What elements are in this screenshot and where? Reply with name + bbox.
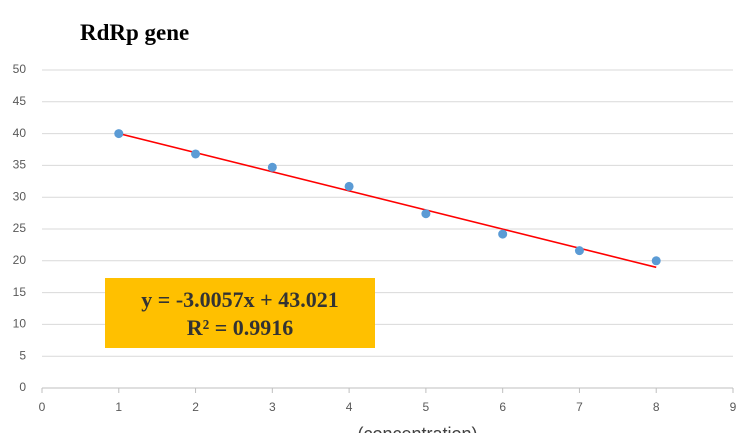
- data-point: [114, 129, 124, 139]
- x-tick-label: 2: [192, 400, 199, 414]
- x-tick-label: 1: [115, 400, 122, 414]
- equation-box: [105, 278, 375, 348]
- r-squared: R² = 0.9916: [187, 315, 294, 340]
- data-point: [651, 256, 661, 266]
- x-tick-label: 3: [269, 400, 276, 414]
- y-tick-label: 25: [13, 221, 27, 235]
- chart-title: RdRp gene: [80, 20, 189, 45]
- data-point: [421, 209, 431, 219]
- x-tick-label: 4: [346, 400, 353, 414]
- y-tick-label: 50: [13, 62, 27, 76]
- data-point: [191, 149, 201, 159]
- x-tick-label: 0: [39, 400, 46, 414]
- y-tick-label: 20: [13, 253, 27, 267]
- trendline: [118, 132, 657, 269]
- data-point: [498, 229, 508, 239]
- data-point: [344, 181, 354, 191]
- x-tick-label: 9: [730, 400, 737, 414]
- x-axis-label: (concentration): [357, 424, 477, 433]
- y-tick-label: 0: [19, 380, 26, 394]
- data-point: [267, 162, 277, 172]
- x-tick-label: 7: [576, 400, 583, 414]
- y-tick-label: 45: [13, 94, 27, 108]
- trendline-equation: y = -3.0057x + 43.021: [141, 287, 338, 312]
- x-tick-label: 5: [423, 400, 430, 414]
- y-tick-label: 15: [13, 285, 27, 299]
- x-tick-label: 6: [499, 400, 506, 414]
- data-point: [574, 246, 584, 256]
- x-tick-label: 8: [653, 400, 660, 414]
- y-tick-label: 35: [13, 158, 27, 172]
- y-tick-label: 5: [19, 348, 26, 362]
- y-tick-label: 30: [13, 189, 27, 203]
- y-tick-label: 40: [13, 126, 27, 140]
- y-tick-label: 10: [13, 317, 27, 331]
